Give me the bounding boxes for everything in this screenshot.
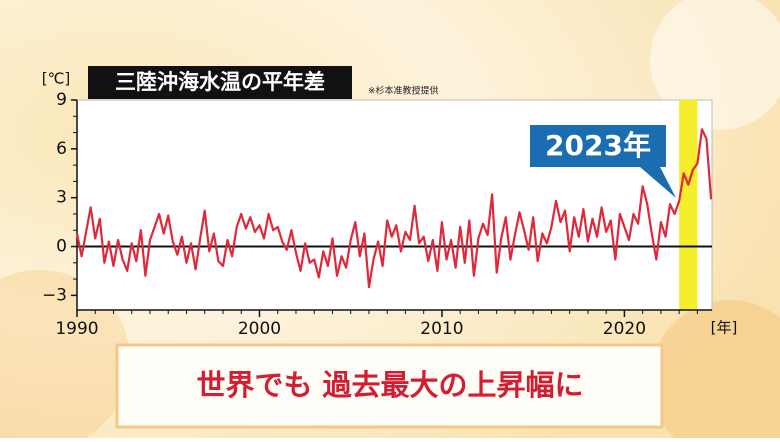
highlight-band <box>679 100 698 310</box>
chart-title: 三陸沖海水温の平年差 <box>115 70 325 94</box>
bokeh <box>0 270 130 442</box>
x-unit: [年] <box>711 319 738 337</box>
x-tick-label: 2020 <box>603 319 646 339</box>
x-tick-label: 2000 <box>238 319 281 339</box>
y-tick-label: 6 <box>56 139 67 159</box>
data-line <box>75 128 713 289</box>
x-tick-label: 2010 <box>420 319 463 339</box>
y-tick-label: 0 <box>56 237 67 257</box>
x-tick-label: 1990 <box>55 319 98 339</box>
y-tick-label: 9 <box>56 90 67 110</box>
caption: 世界でも 過去最大の上昇幅に <box>196 368 583 402</box>
title-box <box>88 66 352 99</box>
annotation-box <box>530 125 666 167</box>
y-tick-label: 3 <box>56 188 67 208</box>
annotation-pointer <box>640 167 676 198</box>
y-tick-label: −3 <box>42 285 67 305</box>
y-unit: [℃] <box>42 70 71 88</box>
annotation: 2023年 <box>545 129 651 162</box>
bokeh <box>650 0 780 130</box>
caption-box <box>115 343 664 429</box>
bokeh <box>650 300 780 442</box>
credit: ※杉本准教授提供 <box>368 85 439 97</box>
